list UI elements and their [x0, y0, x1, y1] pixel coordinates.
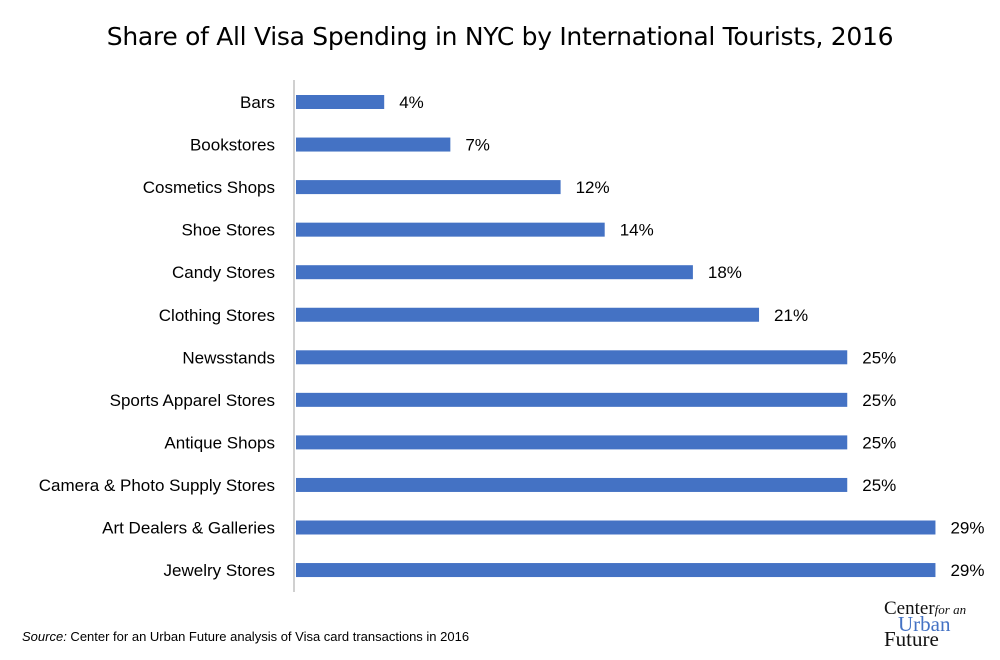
- category-label: Sports Apparel Stores: [110, 391, 275, 410]
- bar: [296, 520, 936, 535]
- category-label: Clothing Stores: [159, 306, 275, 325]
- bar: [296, 435, 848, 450]
- source-text: Center for an Urban Future analysis of V…: [66, 629, 470, 644]
- category-label: Camera & Photo Supply Stores: [39, 476, 275, 495]
- data-label: 25%: [862, 348, 896, 367]
- data-label: 29%: [950, 519, 984, 538]
- bar: [296, 137, 451, 152]
- data-label: 18%: [708, 263, 742, 282]
- bar: [296, 563, 936, 578]
- logo: Centerfor an Urban Future: [884, 598, 967, 651]
- data-label: 25%: [862, 433, 896, 452]
- bar: [296, 95, 385, 109]
- chart-title: Share of All Visa Spending in NYC by Int…: [106, 22, 894, 51]
- data-label: 21%: [774, 306, 808, 325]
- data-label: 12%: [576, 178, 610, 197]
- source-prefix: Source:: [22, 629, 67, 644]
- source-note: Source: Center for an Urban Future analy…: [22, 629, 469, 644]
- data-label: 7%: [465, 136, 490, 155]
- bar: [296, 180, 561, 195]
- category-label: Newsstands: [182, 348, 275, 367]
- logo-line1b: for an: [934, 602, 967, 617]
- bar: [296, 307, 760, 322]
- logo-line1: Center: [884, 598, 935, 619]
- category-label: Bars: [240, 93, 275, 112]
- logo-line2: Urban: [898, 612, 951, 636]
- bar: [296, 265, 693, 280]
- bar: [296, 222, 605, 237]
- data-label: 25%: [862, 476, 896, 495]
- bar: [296, 350, 848, 365]
- data-label: 29%: [950, 561, 984, 580]
- category-label: Shoe Stores: [181, 221, 275, 240]
- category-label: Bookstores: [190, 136, 275, 155]
- data-label: 25%: [862, 391, 896, 410]
- data-label: 4%: [399, 93, 424, 112]
- category-label: Art Dealers & Galleries: [102, 519, 275, 538]
- bar: [296, 477, 848, 492]
- category-label: Candy Stores: [172, 263, 275, 282]
- bar: [296, 392, 848, 407]
- category-label: Antique Shops: [164, 433, 275, 452]
- data-label: 14%: [620, 221, 654, 240]
- category-label: Cosmetics Shops: [143, 178, 275, 197]
- logo-line3: Future: [884, 627, 939, 651]
- category-label: Jewelry Stores: [164, 561, 275, 580]
